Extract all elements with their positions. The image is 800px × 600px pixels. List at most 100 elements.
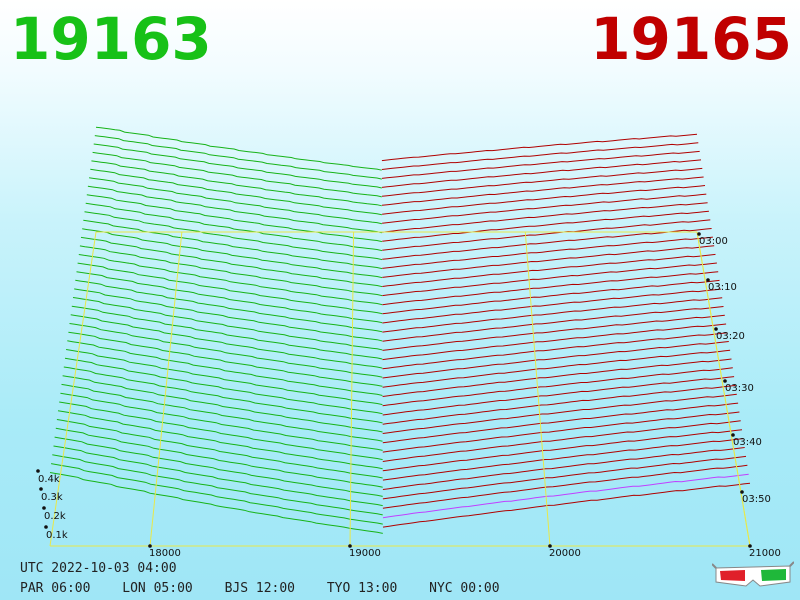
ask-depth-line bbox=[382, 455, 747, 500]
time-tick-mark bbox=[723, 379, 727, 383]
ask-depth-line bbox=[382, 253, 716, 287]
bid-depth-line bbox=[70, 314, 383, 369]
utc-time: UTC 2022-10-03 04:00 bbox=[20, 561, 177, 576]
time-tick-label: 03:20 bbox=[716, 331, 745, 342]
time-tick-mark bbox=[731, 433, 735, 437]
y-tick-label: 0.1k bbox=[46, 530, 68, 541]
ask-depth-line bbox=[382, 245, 715, 278]
bid-depth-line bbox=[49, 472, 383, 534]
bid-depth-line bbox=[61, 383, 383, 442]
time-tick-mark bbox=[740, 490, 744, 494]
y-tick-mark bbox=[36, 469, 40, 473]
x-tick-label: 21000 bbox=[749, 548, 781, 559]
bid-depth-line bbox=[86, 194, 383, 243]
bid-depth-line bbox=[80, 236, 383, 288]
tz-par: PAR 06:00 bbox=[20, 581, 91, 596]
bid-depth-line bbox=[72, 297, 383, 351]
bid-depth-line bbox=[85, 202, 383, 252]
ask-depth-line bbox=[382, 297, 723, 333]
grid-price-line bbox=[524, 231, 551, 547]
bid-depth-line bbox=[64, 357, 383, 415]
bid-price-label: 19163 bbox=[10, 5, 212, 73]
ask-depth-line bbox=[382, 349, 731, 388]
ask-depth-line bbox=[381, 142, 699, 170]
ask-depth-line bbox=[382, 323, 727, 361]
ask-depth-line bbox=[382, 202, 708, 233]
x-tick-label: 20000 bbox=[549, 548, 581, 559]
ask-depth-line bbox=[381, 167, 703, 197]
time-tick-label: 03:10 bbox=[708, 282, 737, 293]
time-tick-mark bbox=[706, 278, 710, 282]
ask-depth-line bbox=[382, 332, 728, 370]
ask-depth-line bbox=[382, 429, 743, 472]
time-tick-label: 03:30 bbox=[725, 383, 754, 394]
ask-depth-line bbox=[382, 358, 732, 397]
depth-grid bbox=[36, 231, 752, 548]
ask-price-label: 19165 bbox=[590, 5, 792, 73]
ask-depth-line bbox=[382, 185, 706, 215]
ask-depth-line bbox=[381, 176, 704, 206]
bid-depth-line bbox=[52, 454, 383, 516]
ask-depth-line bbox=[382, 438, 744, 481]
3d-glasses-icon[interactable] bbox=[712, 560, 794, 592]
ask-depth-line bbox=[381, 159, 702, 188]
timezones: PAR 06:00 LON 05:00 BJS 12:00 TYO 13:00 … bbox=[20, 581, 524, 596]
x-tick-mark bbox=[148, 544, 152, 548]
bid-depth-line bbox=[71, 305, 383, 360]
tz-nyc: NYC 00:00 bbox=[429, 581, 500, 596]
depth-lines bbox=[49, 126, 751, 534]
bid-depth-line bbox=[69, 323, 383, 378]
ask-depth-line bbox=[382, 228, 712, 260]
ask-depth-line bbox=[382, 411, 740, 453]
x-tick-mark bbox=[748, 544, 752, 548]
time-tick-label: 03:50 bbox=[742, 494, 771, 505]
bid-depth-line bbox=[56, 419, 383, 479]
y-tick-mark bbox=[44, 525, 48, 529]
y-tick-label: 0.2k bbox=[44, 511, 66, 522]
bid-depth-line bbox=[87, 185, 383, 234]
bid-depth-line bbox=[67, 340, 383, 396]
bid-depth-line bbox=[93, 143, 382, 189]
ask-depth-line bbox=[382, 473, 749, 519]
bid-depth-line bbox=[75, 279, 383, 333]
ask-depth-line bbox=[382, 367, 733, 407]
ask-depth-line bbox=[382, 210, 709, 242]
ask-depth-line bbox=[382, 306, 724, 342]
bid-depth-line bbox=[55, 427, 383, 488]
y-tick-mark bbox=[39, 487, 43, 491]
ask-depth-line bbox=[382, 464, 748, 509]
y-tick-label: 0.3k bbox=[41, 492, 63, 503]
ask-depth-line bbox=[382, 236, 713, 269]
bid-depth-line bbox=[83, 219, 383, 270]
y-tick-label: 0.4k bbox=[38, 474, 60, 485]
ask-depth-line bbox=[382, 341, 729, 379]
x-tick-mark bbox=[548, 544, 552, 548]
ask-depth-line bbox=[381, 133, 698, 162]
ask-depth-line bbox=[382, 420, 741, 462]
x-tick-label: 18000 bbox=[149, 548, 181, 559]
bid-depth-line bbox=[68, 331, 383, 387]
bid-depth-line bbox=[59, 401, 383, 461]
bid-depth-line bbox=[90, 168, 383, 216]
tz-tyo: TYO 13:00 bbox=[326, 581, 398, 596]
ask-depth-line bbox=[381, 150, 700, 179]
bid-depth-line bbox=[53, 445, 383, 507]
time-tick-label: 03:00 bbox=[699, 236, 728, 247]
bid-depth-line bbox=[77, 262, 383, 315]
grid-price-line bbox=[696, 231, 751, 547]
ask-depth-line bbox=[382, 314, 725, 351]
time-tick-mark bbox=[714, 327, 718, 331]
tz-lon: LON 05:00 bbox=[122, 581, 193, 596]
depth-chart: 18000 19000 20000 21000 0.1k 0.2k 0.3k 0.4k 03:0… bbox=[36, 126, 781, 559]
bid-depth-line bbox=[76, 271, 383, 324]
x-tick-mark bbox=[348, 544, 352, 548]
time-tick-mark bbox=[697, 232, 701, 236]
bid-depth-line bbox=[89, 177, 383, 225]
bid-depth-line bbox=[62, 375, 383, 433]
bid-depth-line bbox=[74, 288, 383, 342]
grid-price-line bbox=[349, 231, 355, 547]
bid-depth-line bbox=[51, 463, 383, 525]
ask-depth-line bbox=[382, 482, 751, 528]
bid-depth-line bbox=[94, 135, 382, 180]
tz-bjs: BJS 12:00 bbox=[224, 581, 296, 596]
